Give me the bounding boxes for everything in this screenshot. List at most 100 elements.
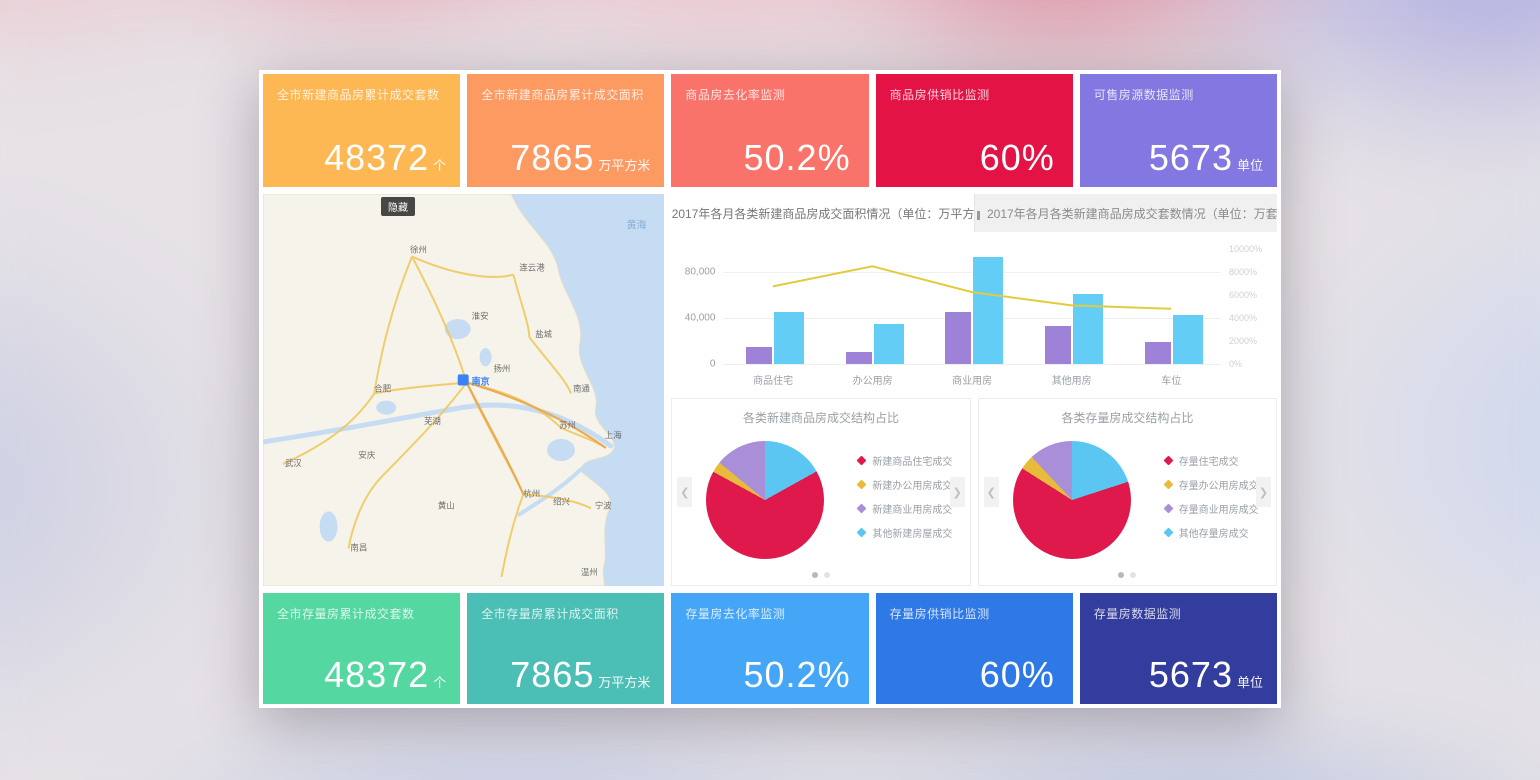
map-city-label: 安庆 [358,450,375,460]
y-axis-right-tick: 10000% [1228,244,1263,254]
legend-marker-icon [856,503,867,514]
charts-column: 2017年各月各类新建商品房成交面积情况（单位：万平方米） 2017年各月各类新… [671,194,1277,586]
map-lake-poyang [319,511,338,542]
pie-title: 各类新建商品房成交结构占比 [743,411,900,425]
stat-card-stock-units: 存量房数据监测 5673 单位 [1079,593,1277,704]
carousel-next-button[interactable]: ❯ [1255,477,1271,507]
stat-value-number: 5673 [1148,654,1233,695]
pie-title: 各类存量房成交结构占比 [1061,411,1194,425]
y-axis-right-tick: 2000% [1228,336,1258,346]
tab-label: 2017年各月各类新建商品房成交面积情况（单位：万平方米） [671,206,975,221]
chart-tabs: 2017年各月各类新建商品房成交面积情况（单位：万平方米） 2017年各月各类新… [671,194,1277,232]
carousel-next-button[interactable]: ❯ [949,477,965,507]
carousel-prev-button[interactable]: ❮ [983,477,999,507]
map-river-yangtze [263,402,614,449]
stat-card-stock-deals-area: 全市存量房累计成交面积 7865 万平方米 [467,593,665,704]
region-map[interactable]: 徐州 连云港 淮安 盐城 扬州 南通 上海 苏州 杭州 宁波 绍兴 合肥 芜湖 安庆 南昌 黄山 温州 武汉 黄海… [263,194,665,586]
stat-card-new-deals-count: 全市新建商品房累计成交套数 48372 个 [263,74,461,187]
carousel-dot[interactable] [1130,572,1137,578]
carousel-prev-button[interactable]: ❮ [677,477,693,507]
map-highways [465,381,607,495]
pie-chart [1012,441,1131,559]
stat-card-title: 存量房供销比监测 [889,607,990,621]
carousel-dot[interactable] [812,572,819,578]
dashboard-grid: 全市新建商品房累计成交套数 48372 个 全市新建商品房累计成交面积 7865… [263,74,1277,704]
map-river-qiantang [517,468,582,517]
gridline [723,364,1221,365]
map-city-label: 淮安 [472,311,489,321]
stat-card-value: 50.2% [744,654,855,696]
map-sea-label: 黄海 [627,218,647,231]
stat-card-value: 48372 个 [324,137,446,179]
stat-card-value: 50.2% [744,137,855,179]
legend-marker-icon [1163,479,1174,490]
carousel-dots [672,572,969,578]
y-axis-right-tick: 8000% [1228,267,1258,277]
map-city-label: 上海 [605,430,622,440]
legend-item: 存量商业用房成交 [1163,501,1259,516]
map-hide-badge[interactable]: 隐藏 [381,197,415,216]
bar [746,347,773,364]
stat-value-number: 60% [979,654,1055,695]
stat-value-number: 48372 [324,654,430,695]
legend-marker-icon [856,479,867,490]
x-axis-label: 车位 [1161,376,1182,387]
map-lake-hongze [444,318,471,340]
pie-chart [706,441,825,559]
legend-label: 新建商业用房成交 [872,505,953,516]
stat-card-title: 可售房源数据监测 [1093,88,1194,102]
legend-marker-icon [1163,455,1174,466]
legend-label: 存量住宅成交 [1178,457,1239,468]
map-city-label: 苏州 [559,420,576,430]
map-selected-marker[interactable]: 南京 [457,374,490,386]
carousel-dot[interactable] [824,572,831,578]
stat-value-number: 5673 [1148,137,1233,178]
stat-card-stock-deals-count: 全市存量房累计成交套数 48372 个 [263,593,461,704]
x-axis-label: 办公用房 [852,376,893,387]
legend-item: 存量住宅成交 [1163,453,1259,468]
stat-value-number: 48372 [324,137,430,178]
stat-card-value: 5673 单位 [1149,654,1263,696]
stat-value-number: 50.2% [743,654,851,695]
legend-label: 其他新建房屋成交 [872,529,953,540]
bar [774,312,805,364]
carousel-dots [979,572,1276,578]
stat-card-new-absorption-rate: 商品房去化率监测 50.2% [671,74,869,187]
legend-item: 新建办公用房成交 [856,477,952,492]
legend-label: 存量办公用房成交 [1178,481,1259,492]
stat-card-title: 全市新建商品房累计成交套数 [277,88,440,102]
legend-label: 其他存量房成交 [1178,529,1249,540]
stat-card-title: 存量房去化率监测 [685,607,786,621]
legend-item: 存量办公用房成交 [1163,477,1259,492]
legend-label: 存量商业用房成交 [1178,505,1259,516]
x-axis-label: 商品住宅 [753,376,794,387]
stat-value-unit: 万平方米 [598,675,651,690]
tab-sales-area-chart[interactable]: 2017年各月各类新建商品房成交面积情况（单位：万平方米） [671,194,975,232]
combo-plot-area: 80,000 40,000 0 10000% 8000% 6000% 4000% 2000% 0… [685,244,1262,370]
tab-sales-count-chart[interactable]: 2017年各月各类新建商品房成交套数情况（单位：万套） [974,194,1277,232]
stat-card-title: 全市存量房累计成交套数 [277,607,415,621]
bar [1072,294,1103,364]
legend-item: 新建商业用房成交 [856,501,953,516]
map-city-label: 南通 [573,383,590,393]
map-city-label: 连云港 [519,263,545,273]
dashboard-panel: 全市新建商品房累计成交套数 48372 个 全市新建商品房累计成交面积 7865… [259,70,1281,708]
map-city-label: 杭州 [523,488,540,498]
pie-legend: 存量住宅成交存量办公用房成交 存量商业用房成交 其他存量房成交 [1163,453,1259,540]
map-land [263,194,615,586]
stat-card-value: 7865 万平方米 [510,654,650,696]
y-axis-right-tick: 4000% [1228,313,1258,323]
bar [845,352,872,364]
carousel-dot[interactable] [1118,572,1125,578]
stat-value-unit: 个 [433,675,447,690]
bar [1144,342,1171,364]
stat-value-number: 7865 [510,654,595,695]
stat-value-number: 50.2% [743,137,851,178]
tab-label: 2017年各月各类新建商品房成交套数情况（单位：万套） [986,206,1277,221]
map-city-label: 温州 [581,567,598,577]
bar [1172,315,1203,364]
stat-card-stock-absorption-rate: 存量房去化率监测 50.2% [671,593,869,704]
map-city-label: 徐州 [410,244,427,254]
legend-item: 新建商品住宅成交 [856,453,952,468]
